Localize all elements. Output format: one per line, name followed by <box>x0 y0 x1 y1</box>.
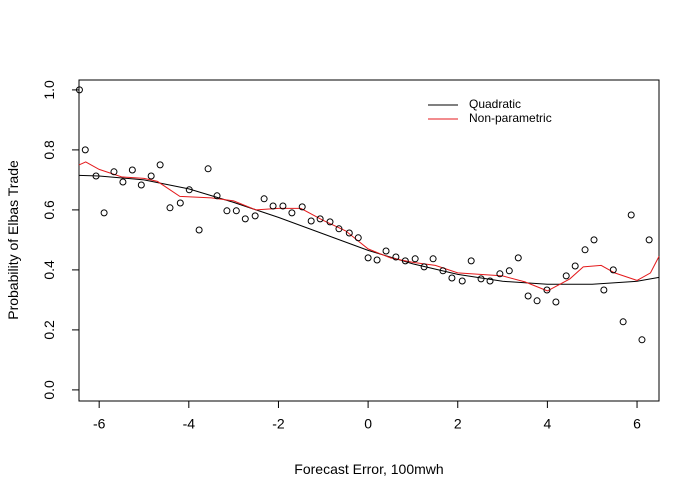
y-tick-label: 0.0 <box>41 380 57 400</box>
point <box>477 275 485 283</box>
point <box>514 254 522 262</box>
x-tick-label: -6 <box>93 416 106 432</box>
x-tick-label: -2 <box>272 416 285 432</box>
point <box>411 255 419 263</box>
point <box>354 234 362 242</box>
legend-label: Non-parametric <box>469 111 552 125</box>
point <box>110 168 118 176</box>
point <box>638 336 646 344</box>
point <box>496 270 504 278</box>
point <box>439 267 447 275</box>
point <box>100 209 108 217</box>
point <box>364 254 372 262</box>
point <box>279 202 287 210</box>
point <box>137 181 145 189</box>
point <box>166 204 174 212</box>
point <box>467 257 475 265</box>
x-tick-label: 6 <box>633 416 641 432</box>
point <box>298 203 306 211</box>
x-tick-label: 4 <box>543 416 551 432</box>
point <box>609 266 617 274</box>
y-tick-label: 1.0 <box>41 80 57 100</box>
point <box>326 218 334 226</box>
point <box>185 186 193 194</box>
point <box>241 215 249 223</box>
point <box>195 226 203 234</box>
point <box>392 253 400 261</box>
point <box>223 207 231 215</box>
point <box>92 172 100 180</box>
y-tick-label: 0.4 <box>41 260 57 280</box>
point <box>590 236 598 244</box>
point <box>486 277 494 285</box>
fit-line <box>78 174 660 285</box>
point <box>552 298 560 306</box>
point <box>307 217 315 225</box>
fit-line <box>78 161 660 292</box>
point <box>429 255 437 263</box>
point <box>581 246 589 254</box>
point <box>81 146 89 154</box>
legend-label: Quadratic <box>469 97 521 111</box>
point <box>401 257 409 265</box>
point <box>524 292 532 300</box>
point <box>269 202 277 210</box>
point <box>204 165 212 173</box>
point <box>128 166 136 174</box>
point <box>316 215 324 223</box>
point <box>345 229 353 237</box>
point <box>571 262 579 270</box>
point <box>627 211 635 219</box>
point <box>75 86 83 94</box>
point <box>505 267 513 275</box>
point <box>382 247 390 255</box>
point <box>288 209 296 217</box>
point <box>619 318 627 326</box>
point <box>645 236 653 244</box>
point <box>147 172 155 180</box>
y-tick-label: 0.8 <box>41 140 57 160</box>
point <box>458 277 466 285</box>
point <box>251 212 259 220</box>
point <box>232 207 240 215</box>
point <box>562 272 570 280</box>
point <box>213 192 221 200</box>
point <box>448 274 456 282</box>
x-tick-label: -4 <box>183 416 196 432</box>
point <box>533 297 541 305</box>
point <box>543 286 551 294</box>
point <box>260 195 268 203</box>
y-tick-label: 0.2 <box>41 320 57 340</box>
point <box>119 178 127 186</box>
point <box>373 256 381 264</box>
point <box>420 263 428 271</box>
point <box>335 225 343 233</box>
point <box>156 161 164 169</box>
point <box>176 199 184 207</box>
x-axis-label: Forecast Error, 100mwh <box>294 461 443 477</box>
x-tick-label: 0 <box>364 416 372 432</box>
x-tick-label: 2 <box>454 416 462 432</box>
plot-frame <box>78 79 660 402</box>
y-tick-label: 0.6 <box>41 200 57 220</box>
y-axis-label: Probability of Elbas Trade <box>5 160 21 320</box>
point <box>600 286 608 294</box>
